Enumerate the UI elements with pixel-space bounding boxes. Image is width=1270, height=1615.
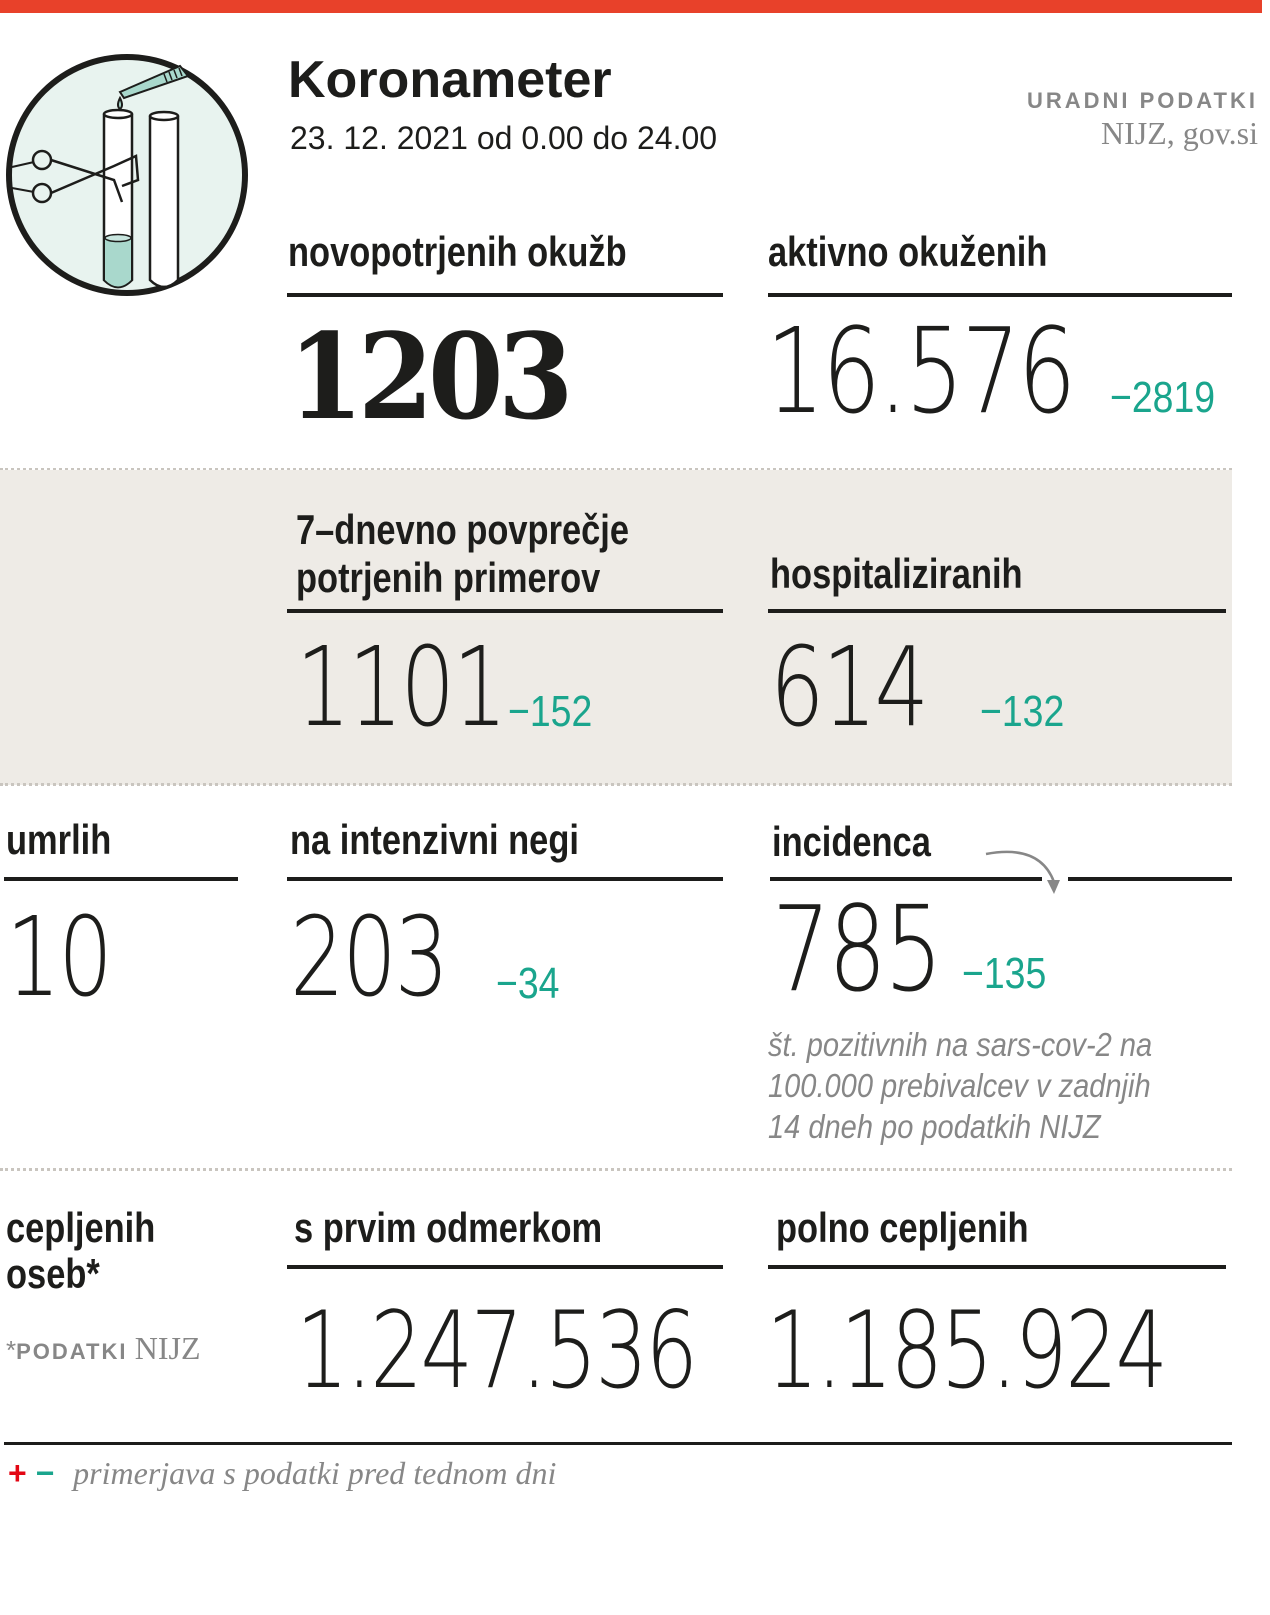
hospitalized-label: hospitaliziranih [770, 550, 1023, 597]
icu-label: na intenzivni negi [290, 816, 579, 863]
incidence-delta: −135 [962, 949, 1047, 998]
legend-text: primerjava s podatki pred tednom dni [73, 1455, 557, 1491]
dotted-divider [0, 468, 1232, 471]
hospitalized-value: 614 [770, 623, 929, 751]
divider [768, 293, 1232, 297]
icu-value: 203 [290, 893, 449, 1021]
icu-delta: −34 [496, 959, 560, 1008]
new-cases-label: novopotrjenih okužb [288, 228, 627, 275]
active-cases-value: 16.576 [766, 302, 1076, 440]
source-name: NIJZ, gov.si [1100, 115, 1258, 151]
curved-arrow-icon [985, 850, 1060, 894]
footnote-source: NIJZ [134, 1330, 201, 1366]
incidence-note-line2: 100.000 prebivalcev v zadnjih [768, 1067, 1151, 1104]
vaccinated-footnote: *PODATKI NIJZ [6, 1330, 201, 1367]
divider [770, 877, 1042, 881]
avg7-label-line2: potrjenih primerov [296, 554, 601, 601]
incidence-value: 785 [772, 880, 943, 1018]
hospitalized-delta: −132 [980, 687, 1065, 736]
first-dose-label: s prvim odmerkom [294, 1204, 603, 1251]
incidence-note-line1: št. pozitivnih na sars-cov-2 na [768, 1026, 1153, 1063]
active-cases-label: aktivno okuženih [768, 228, 1048, 275]
dotted-divider [0, 783, 1232, 786]
source-label: URADNI PODATKI [1026, 88, 1258, 113]
avg7-value: 1101 [296, 623, 507, 751]
divider [287, 1265, 723, 1269]
dotted-divider [0, 1168, 1232, 1171]
report-date: 23. 12. 2021 od 0.00 do 24.00 [290, 120, 718, 156]
first-dose-value: 1.247.536 [296, 1289, 698, 1412]
deaths-value: 10 [6, 893, 113, 1021]
divider [287, 877, 723, 881]
deaths-label: umrlih [6, 816, 112, 863]
footnote-asterisk: * [6, 1335, 17, 1365]
vaccinated-label-line2: oseb* [6, 1250, 100, 1297]
legend: + − primerjava s podatki pred tednom dni [8, 1455, 556, 1492]
divider [1068, 877, 1232, 881]
fully-vaccinated-label: polno cepljenih [776, 1204, 1029, 1251]
plus-icon: + [8, 1455, 27, 1491]
fully-vaccinated-value: 1.185.924 [766, 1289, 1168, 1412]
bottom-divider [4, 1442, 1232, 1445]
avg7-delta: −152 [508, 687, 593, 736]
incidence-note-line3: 14 dneh po podatkih NIJZ [768, 1108, 1101, 1145]
avg7-label-line1: 7–dnevno povprečje [296, 506, 630, 553]
active-cases-delta: −2819 [1110, 373, 1216, 422]
divider [287, 609, 723, 613]
divider [768, 609, 1226, 613]
divider [287, 293, 723, 297]
divider [768, 1265, 1226, 1269]
divider [4, 877, 238, 881]
test-tube-lab-icon [6, 54, 248, 296]
new-cases-value: 1203 [288, 307, 574, 446]
footnote-caps: PODATKI [16, 1339, 128, 1364]
page-title: Koronameter [288, 51, 612, 109]
incidence-label: incidenca [772, 818, 931, 865]
minus-icon: − [35, 1455, 55, 1491]
vaccinated-label-line1: cepljenih [6, 1204, 156, 1251]
accent-bar [0, 0, 1262, 13]
highlight-band [0, 470, 1232, 785]
